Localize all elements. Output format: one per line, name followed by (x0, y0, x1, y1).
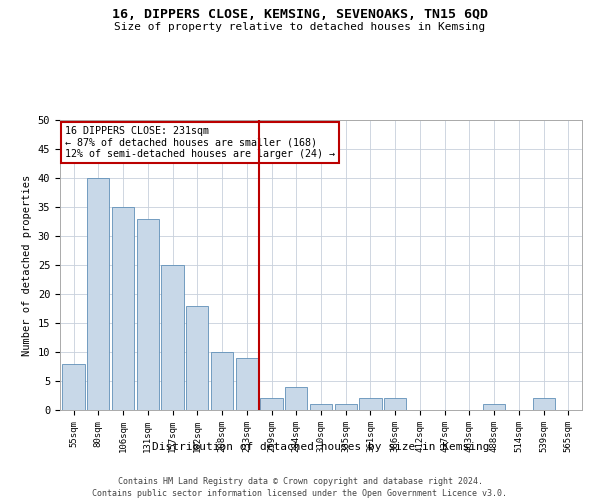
Bar (112, 207, 134, 410)
Text: Contains public sector information licensed under the Open Government Licence v3: Contains public sector information licen… (92, 489, 508, 498)
Bar (285, 387, 307, 410)
Bar (533, 398, 555, 410)
Bar (260, 398, 283, 410)
Text: 16 DIPPERS CLOSE: 231sqm
← 87% of detached houses are smaller (168)
12% of semi-: 16 DIPPERS CLOSE: 231sqm ← 87% of detach… (65, 126, 335, 159)
Bar (359, 398, 382, 410)
Bar (483, 404, 505, 410)
Bar (137, 218, 159, 410)
Text: 16, DIPPERS CLOSE, KEMSING, SEVENOAKS, TN15 6QD: 16, DIPPERS CLOSE, KEMSING, SEVENOAKS, T… (112, 8, 488, 20)
Bar (62, 364, 85, 410)
Bar (384, 398, 406, 410)
Bar (310, 404, 332, 410)
Text: Size of property relative to detached houses in Kemsing: Size of property relative to detached ho… (115, 22, 485, 32)
Bar (211, 352, 233, 410)
Bar (236, 358, 258, 410)
Text: Contains HM Land Registry data © Crown copyright and database right 2024.: Contains HM Land Registry data © Crown c… (118, 478, 482, 486)
Y-axis label: Number of detached properties: Number of detached properties (22, 174, 32, 356)
Text: Distribution of detached houses by size in Kemsing: Distribution of detached houses by size … (152, 442, 490, 452)
Bar (87, 178, 109, 410)
Bar (335, 404, 357, 410)
Bar (161, 265, 184, 410)
Bar (186, 306, 208, 410)
